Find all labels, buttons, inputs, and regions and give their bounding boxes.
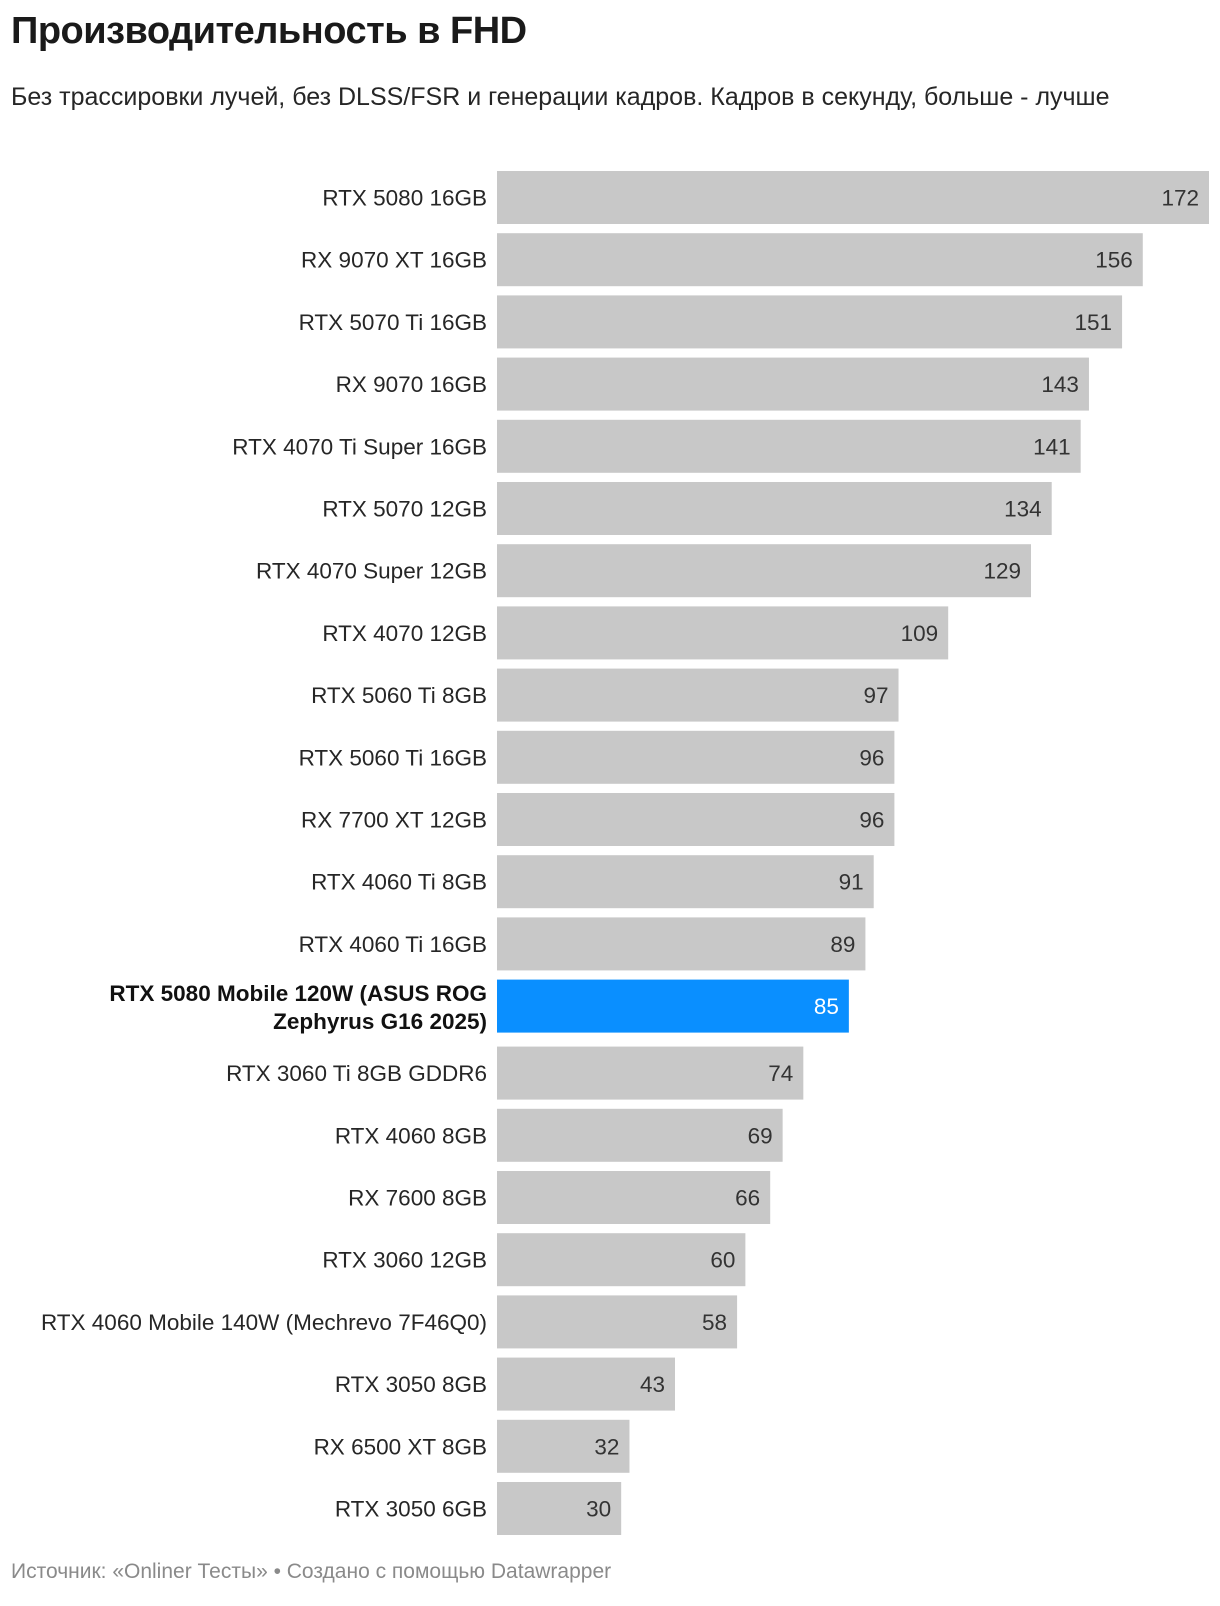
bar [497, 1108, 783, 1162]
category-label: RTX 4070 12GB [322, 621, 487, 646]
bar-row: RTX 3050 6GB 30 [335, 1482, 622, 1535]
value-label: 69 [748, 1123, 773, 1148]
category-label: RTX 3050 6GB [335, 1497, 487, 1522]
value-label: 60 [710, 1248, 735, 1273]
category-label: RX 9070 XT 16GB [301, 248, 487, 273]
bar-row: RTX 3060 12GB 60 [322, 1233, 746, 1287]
bar-row: RX 7600 8GB 66 [348, 1171, 771, 1224]
bar-row: RTX 3050 8GB 43 [335, 1357, 675, 1411]
category-label: RTX 5060 Ti 8GB [311, 683, 487, 708]
bar-row: RTX 4060 Mobile 140W (Mechrevo 7F46Q0) 58 [41, 1295, 738, 1349]
bar-row: RTX 4060 Ti 16GB 89 [299, 917, 866, 971]
value-label: 97 [864, 683, 889, 708]
value-label: 129 [983, 559, 1021, 584]
category-label: RTX 5070 Ti 16GB [299, 310, 487, 335]
chart-title: Производительность в FHD [11, 10, 527, 52]
bar [497, 1419, 630, 1473]
value-label: 143 [1041, 372, 1079, 397]
bar-row: RTX 4070 Ti Super 16GB 141 [232, 419, 1081, 473]
bar-row: RX 9070 16GB 143 [336, 357, 1089, 411]
value-label: 43 [640, 1372, 665, 1397]
bar [497, 482, 1052, 535]
bar [497, 1482, 622, 1535]
category-label: RTX 4060 8GB [335, 1123, 487, 1148]
value-label: 66 [735, 1186, 760, 1211]
value-label: 141 [1033, 434, 1071, 459]
value-label: 96 [859, 745, 884, 770]
bar [497, 1233, 746, 1287]
category-label: RTX 5070 12GB [322, 497, 487, 522]
value-label: 172 [1161, 186, 1199, 211]
bar [497, 1295, 738, 1349]
value-label: 85 [814, 994, 839, 1019]
bar [497, 295, 1123, 349]
bar-row: RTX 5060 Ti 8GB 97 [311, 668, 899, 722]
bar [497, 233, 1143, 287]
category-label: RX 6500 XT 8GB [314, 1434, 487, 1459]
chart-subtitle: Без трассировки лучей, без DLSS/FSR и ге… [11, 83, 1110, 111]
value-label: 89 [830, 932, 855, 957]
bar-highlight [497, 979, 849, 1033]
category-label: RTX 4060 Mobile 140W (Mechrevo 7F46Q0) [41, 1310, 487, 1335]
value-label: 134 [1004, 497, 1042, 522]
bar [497, 668, 899, 722]
source-footer: Источник: «Onliner Тесты» • Создано с по… [11, 1560, 612, 1583]
bar-row: RTX 4060 Ti 8GB 91 [311, 855, 874, 909]
bar-row: RX 9070 XT 16GB 156 [301, 233, 1143, 287]
category-label: RTX 4070 Ti Super 16GB [232, 434, 487, 459]
bar [497, 1171, 771, 1224]
bar-row: RTX 5070 12GB 134 [322, 482, 1052, 535]
category-label: RTX 3060 12GB [322, 1248, 487, 1273]
category-label: RTX 3060 Ti 8GB GDDR6 [226, 1061, 487, 1086]
bar-row: RX 6500 XT 8GB 32 [314, 1419, 630, 1473]
category-label: RTX 4060 Ti 8GB [311, 870, 487, 895]
value-label: 156 [1095, 248, 1133, 273]
value-label: 74 [768, 1061, 793, 1086]
category-label: RTX 5060 Ti 16GB [299, 745, 487, 770]
category-label: RX 7700 XT 12GB [301, 808, 487, 833]
bar-row: RTX 5070 Ti 16GB 151 [299, 295, 1123, 349]
bar-row: RTX 5080 16GB 172 [322, 171, 1209, 224]
bar-row: RTX 4070 Super 12GB 129 [256, 544, 1031, 598]
bar [497, 419, 1081, 473]
bar [497, 1357, 675, 1411]
value-label: 109 [901, 621, 939, 646]
bar-row: RTX 5060 Ti 16GB 96 [299, 730, 895, 784]
category-label: RTX 4060 Ti 16GB [299, 932, 487, 957]
value-label: 91 [839, 870, 864, 895]
bar [497, 730, 895, 784]
bar-row-highlight: RTX 5080 Mobile 120W (ASUS ROG Zephyrus G… [109, 979, 849, 1034]
value-label: 32 [594, 1434, 619, 1459]
value-label: 58 [702, 1310, 727, 1335]
value-label: 151 [1075, 310, 1113, 335]
bar [497, 171, 1209, 224]
bar-row: RTX 3060 Ti 8GB GDDR6 74 [226, 1046, 804, 1100]
category-label: RTX 4070 Super 12GB [256, 559, 487, 584]
bar [497, 855, 874, 909]
category-label: RX 9070 16GB [336, 372, 487, 397]
category-label: RTX 3050 8GB [335, 1372, 487, 1397]
bar [497, 1046, 804, 1100]
bar-row: RTX 4070 12GB 109 [322, 606, 949, 660]
value-label: 30 [586, 1497, 611, 1522]
bar [497, 606, 949, 660]
bar [497, 793, 895, 846]
bar-row: RTX 4060 8GB 69 [335, 1108, 783, 1162]
category-label: RX 7600 8GB [348, 1186, 487, 1211]
bar [497, 357, 1089, 411]
category-label: RTX 5080 16GB [322, 186, 487, 211]
bar-row: RX 7700 XT 12GB 96 [301, 793, 895, 846]
bar [497, 544, 1031, 598]
bar [497, 917, 866, 971]
value-label: 96 [859, 808, 884, 833]
category-label: RTX 5080 Mobile 120W (ASUS ROG Zephyrus G… [109, 981, 487, 1034]
